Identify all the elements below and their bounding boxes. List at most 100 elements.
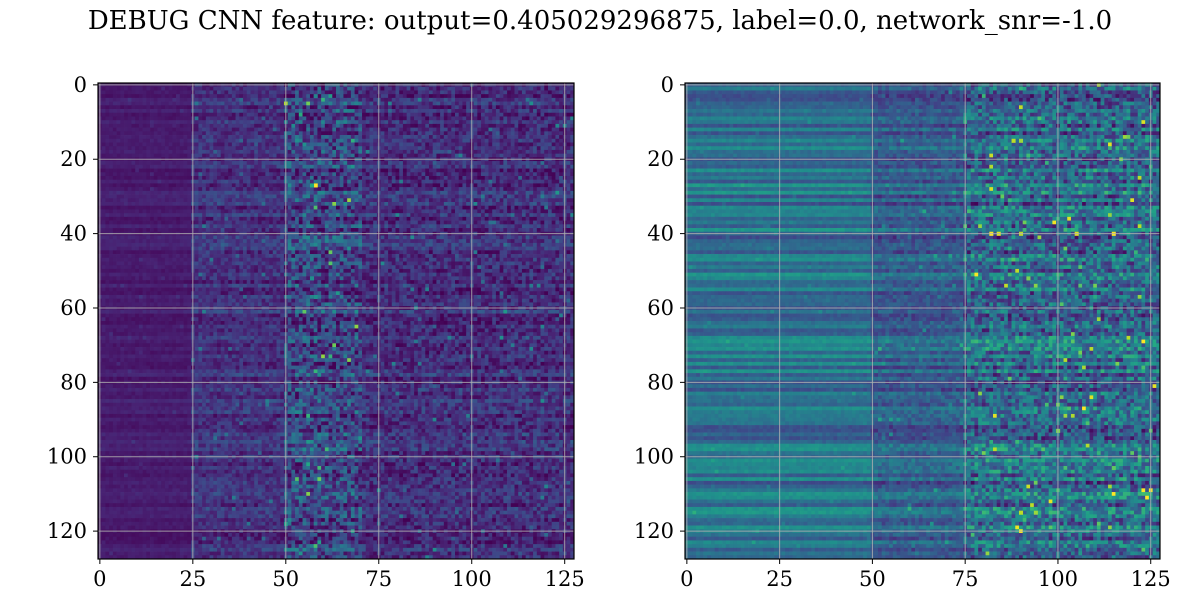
heatmap-cell (362, 94, 366, 98)
heatmap-cell (555, 116, 559, 120)
heatmap-cell (165, 128, 169, 132)
heatmap-cell (269, 102, 273, 106)
heatmap-cell (221, 113, 225, 117)
heatmap-cell (150, 105, 154, 109)
heatmap-cell (332, 90, 336, 94)
heatmap-cell (403, 87, 407, 91)
heatmap-cell (492, 124, 496, 128)
heatmap-cell (511, 87, 515, 91)
heatmap-cell (154, 105, 158, 109)
heatmap-cell (537, 120, 541, 124)
heatmap-cell (135, 120, 139, 124)
heatmap-cell (440, 116, 444, 120)
heatmap-cell (258, 90, 262, 94)
heatmap-cell (407, 128, 411, 132)
heatmap-cell (303, 124, 307, 128)
heatmap-cell (369, 94, 373, 98)
heatmap-cell (407, 113, 411, 117)
heatmap-cell (355, 102, 359, 106)
heatmap-cell (347, 98, 351, 102)
heatmap-cell (548, 105, 552, 109)
heatmap-cell (451, 98, 455, 102)
heatmap-cell (466, 87, 470, 91)
heatmap-cell (172, 116, 176, 120)
heatmap-cell (366, 102, 370, 106)
heatmap-cell (146, 102, 150, 106)
heatmap-cell (455, 87, 459, 91)
heatmap-cell (224, 109, 228, 113)
heatmap-cell (481, 113, 485, 117)
heatmap-cell (388, 98, 392, 102)
heatmap-cell (444, 98, 448, 102)
heatmap-cell (131, 87, 135, 91)
heatmap-cell (314, 109, 318, 113)
heatmap-cell (496, 120, 500, 124)
heatmap-cell (239, 113, 243, 117)
heatmap-cell (303, 90, 307, 94)
heatmap-cell (135, 109, 139, 113)
heatmap-cell (515, 98, 519, 102)
heatmap-cell (533, 120, 537, 124)
heatmap-cell (496, 113, 500, 117)
heatmap-cell (451, 94, 455, 98)
heatmap-cell (403, 90, 407, 94)
heatmap-cell (258, 109, 262, 113)
heatmap-cell (466, 116, 470, 120)
heatmap-cell (410, 120, 414, 124)
heatmap-cell (143, 109, 147, 113)
heatmap-cell (396, 128, 400, 132)
heatmap-panel-left: 0 25 50 75 100 125020406080100120 (47, 73, 585, 591)
heatmap-cell (440, 113, 444, 117)
heatmap-cell (291, 105, 295, 109)
heatmap-cell (165, 87, 169, 91)
heatmap-cell (291, 116, 295, 120)
heatmap-cell (117, 128, 121, 132)
heatmap-cell (325, 94, 329, 98)
heatmap-cell (399, 94, 403, 98)
heatmap-cell (336, 87, 340, 91)
heatmap-cell (403, 116, 407, 120)
heatmap-cell (198, 87, 202, 91)
heatmap-cell (373, 105, 377, 109)
heatmap-cell (466, 90, 470, 94)
heatmap-cell (109, 87, 113, 91)
heatmap-cell (169, 124, 173, 128)
heatmap-cell (418, 98, 422, 102)
heatmap-cell (269, 113, 273, 117)
heatmap-cell (184, 90, 188, 94)
heatmap-cell (184, 98, 188, 102)
heatmap-cell (351, 94, 355, 98)
heatmap-cell (314, 113, 318, 117)
heatmap-cell (321, 87, 325, 91)
heatmap-cell (518, 116, 522, 120)
heatmap-cell (529, 90, 533, 94)
heatmap-cell (522, 124, 526, 128)
heatmap-cell (381, 98, 385, 102)
heatmap-cell (429, 94, 433, 98)
heatmap-cell (355, 87, 359, 91)
heatmap-cell (466, 105, 470, 109)
heatmap-cell (143, 87, 147, 91)
heatmap-cell (273, 128, 277, 132)
heatmap-cell (358, 105, 362, 109)
heatmap-cell (567, 120, 571, 124)
heatmap-cell (459, 128, 463, 132)
heatmap-cell (172, 120, 176, 124)
heatmap-cell (102, 124, 106, 128)
heatmap-cell (425, 113, 429, 117)
heatmap-cell (533, 113, 537, 117)
heatmap-cell (288, 113, 292, 117)
heatmap-cell (396, 98, 400, 102)
heatmap-cell (503, 94, 507, 98)
heatmap-cell (507, 87, 511, 91)
heatmap-cell (448, 124, 452, 128)
heatmap-cell (131, 128, 135, 132)
heatmap-cell (425, 87, 429, 91)
heatmap-cell (273, 94, 277, 98)
heatmap-cell (247, 90, 251, 94)
heatmap-cell (221, 128, 225, 132)
heatmap-cell (228, 128, 232, 132)
heatmap-cell (332, 94, 336, 98)
heatmap-cell (239, 102, 243, 106)
heatmap-cell (422, 87, 426, 91)
